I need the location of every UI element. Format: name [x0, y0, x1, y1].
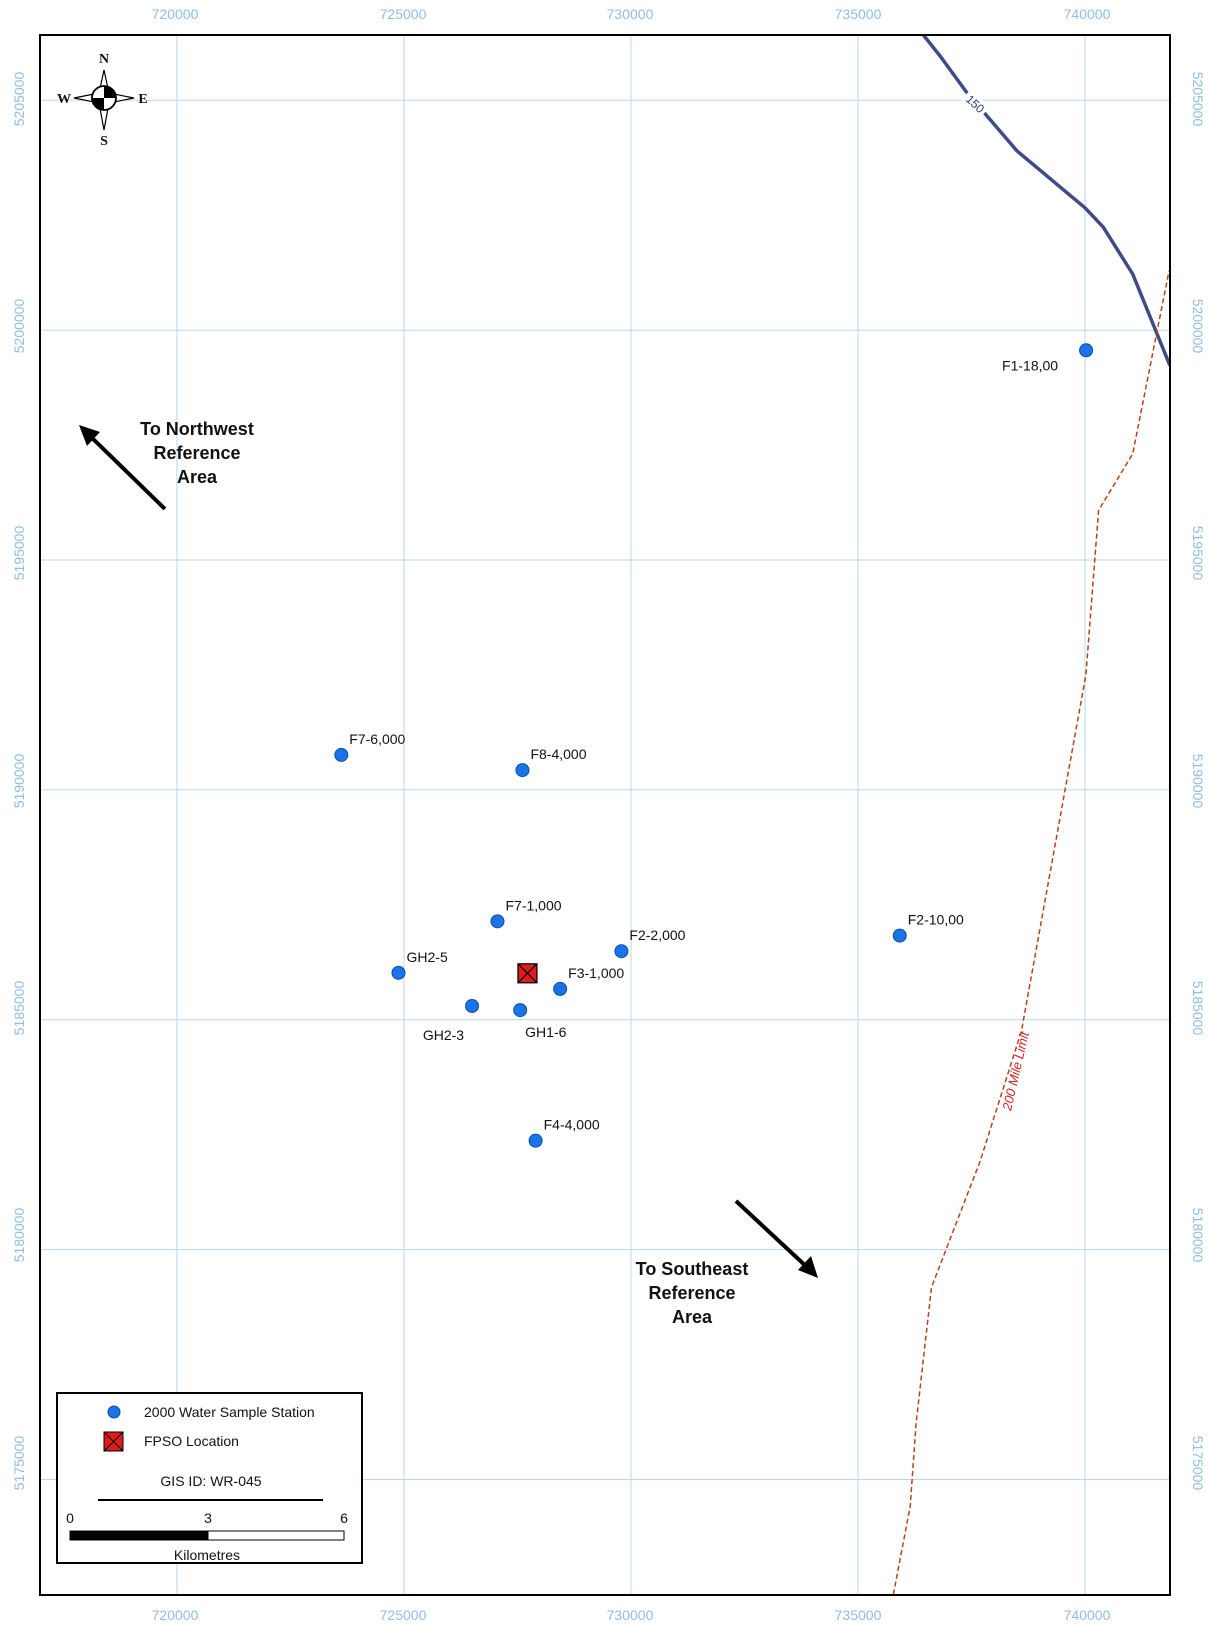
station-label: F7-6,000 — [349, 731, 405, 747]
x-tick-label: 720000 — [152, 1607, 199, 1623]
x-axis-top: 720000 725000 730000 735000 740000 — [152, 6, 1111, 22]
grid-lines — [40, 35, 1170, 1595]
legend-fpso-icon — [103, 1431, 124, 1452]
y-tick-label: 5195000 — [1190, 526, 1206, 581]
compass-rose-icon: N S W E — [57, 52, 148, 149]
fpso-cross — [517, 963, 538, 984]
northwest-label-line: Reference — [153, 443, 240, 463]
compass-north: N — [99, 52, 109, 67]
y-tick-label: 5190000 — [1190, 754, 1206, 809]
northwest-label-line: To Northwest — [140, 419, 254, 439]
northwest-arrow-label: To Northwest Reference Area — [140, 419, 254, 487]
x-tick-label: 725000 — [380, 6, 427, 22]
y-tick-label: 5205000 — [1190, 72, 1206, 127]
station-label: GH2-3 — [423, 1027, 464, 1043]
y-tick-label: 5205000 — [11, 72, 27, 127]
station-marker — [334, 747, 349, 762]
y-tick-label: 5185000 — [1190, 981, 1206, 1036]
southeast-label-line: Reference — [648, 1283, 735, 1303]
y-tick-label: 5200000 — [1190, 299, 1206, 354]
northwest-label-line: Area — [177, 467, 218, 487]
x-tick-label: 730000 — [607, 1607, 654, 1623]
station-marker — [614, 944, 629, 959]
x-tick-label: 735000 — [835, 6, 882, 22]
station-label: F7-1,000 — [505, 897, 561, 913]
station-marker — [892, 928, 907, 943]
y-tick-label: 5190000 — [11, 754, 27, 809]
legend-fpso-label: FPSO Location — [144, 1433, 239, 1449]
scale-unit-label: Kilometres — [174, 1547, 240, 1563]
y-tick-label: 5175000 — [1190, 1436, 1206, 1491]
compass-west: W — [57, 92, 71, 107]
compass-south: S — [100, 134, 108, 149]
southeast-arrow-label: To Southeast Reference Area — [636, 1259, 749, 1327]
y-tick-label: 5195000 — [11, 526, 27, 581]
station-label: F8-4,000 — [530, 746, 586, 762]
y-tick-label: 5185000 — [11, 981, 27, 1036]
station-labels: F1-18,00 F7-6,000 F8-4,000 F7-1,000 F2-2,000… — [349, 357, 1058, 1132]
station-label: F4-4,000 — [544, 1117, 600, 1133]
southeast-label-line: Area — [672, 1307, 713, 1327]
station-label: GH2-5 — [407, 949, 448, 965]
southeast-label-line: To Southeast — [636, 1259, 749, 1279]
legend-station-label: 2000 Water Sample Station — [144, 1404, 315, 1420]
station-label: F2-10,00 — [908, 912, 964, 928]
northwest-arrow — [79, 425, 167, 511]
compass-east: E — [138, 92, 147, 107]
southeast-arrow — [734, 1199, 818, 1278]
fpso-marker — [517, 963, 538, 984]
limit-line-label: 200 Mile Limit — [999, 1029, 1032, 1113]
y-tick-label: 5180000 — [11, 1208, 27, 1263]
y-tick-label: 5200000 — [11, 299, 27, 354]
station-marker — [553, 981, 568, 996]
x-tick-label: 720000 — [152, 6, 199, 22]
station-label: F2-2,000 — [629, 927, 685, 943]
scale-bar — [69, 1530, 345, 1541]
station-label: F3-1,000 — [568, 965, 624, 981]
x-tick-label: 740000 — [1064, 6, 1111, 22]
x-tick-label: 740000 — [1064, 1607, 1111, 1623]
station-marker — [490, 914, 505, 929]
station-markers — [334, 343, 1094, 1148]
scale-tick-label: 0 — [66, 1510, 74, 1526]
legend: 2000 Water Sample Station FPSO Location … — [56, 1392, 363, 1564]
map-frame — [39, 34, 1171, 1596]
station-label: F1-18,00 — [1002, 357, 1058, 373]
two-hundred-mile-limit-line — [892, 271, 1170, 1595]
station-label: GH1-6 — [525, 1024, 566, 1040]
station-marker — [528, 1133, 543, 1148]
x-tick-label: 730000 — [607, 6, 654, 22]
y-tick-label: 5180000 — [1190, 1208, 1206, 1263]
station-marker — [515, 763, 530, 778]
scale-tick-label: 3 — [204, 1510, 212, 1526]
station-marker — [465, 998, 480, 1013]
x-tick-label: 725000 — [380, 1607, 427, 1623]
station-marker — [513, 1003, 528, 1018]
x-axis-bottom: 720000 725000 730000 735000 740000 — [152, 1607, 1111, 1623]
depth-contour-line — [921, 35, 1170, 367]
y-axis-right: 5205000 5200000 5195000 5190000 5185000 … — [1190, 72, 1206, 1491]
station-marker — [391, 965, 406, 980]
legend-station-icon — [107, 1405, 121, 1419]
station-marker — [1079, 343, 1094, 358]
y-tick-label: 5175000 — [11, 1436, 27, 1491]
scale-tick-label: 6 — [340, 1510, 348, 1526]
y-axis-left: 5205000 5200000 5195000 5190000 5185000 … — [11, 72, 27, 1491]
x-tick-label: 735000 — [835, 1607, 882, 1623]
legend-gis-id: GIS ID: WR-045 — [160, 1473, 261, 1489]
